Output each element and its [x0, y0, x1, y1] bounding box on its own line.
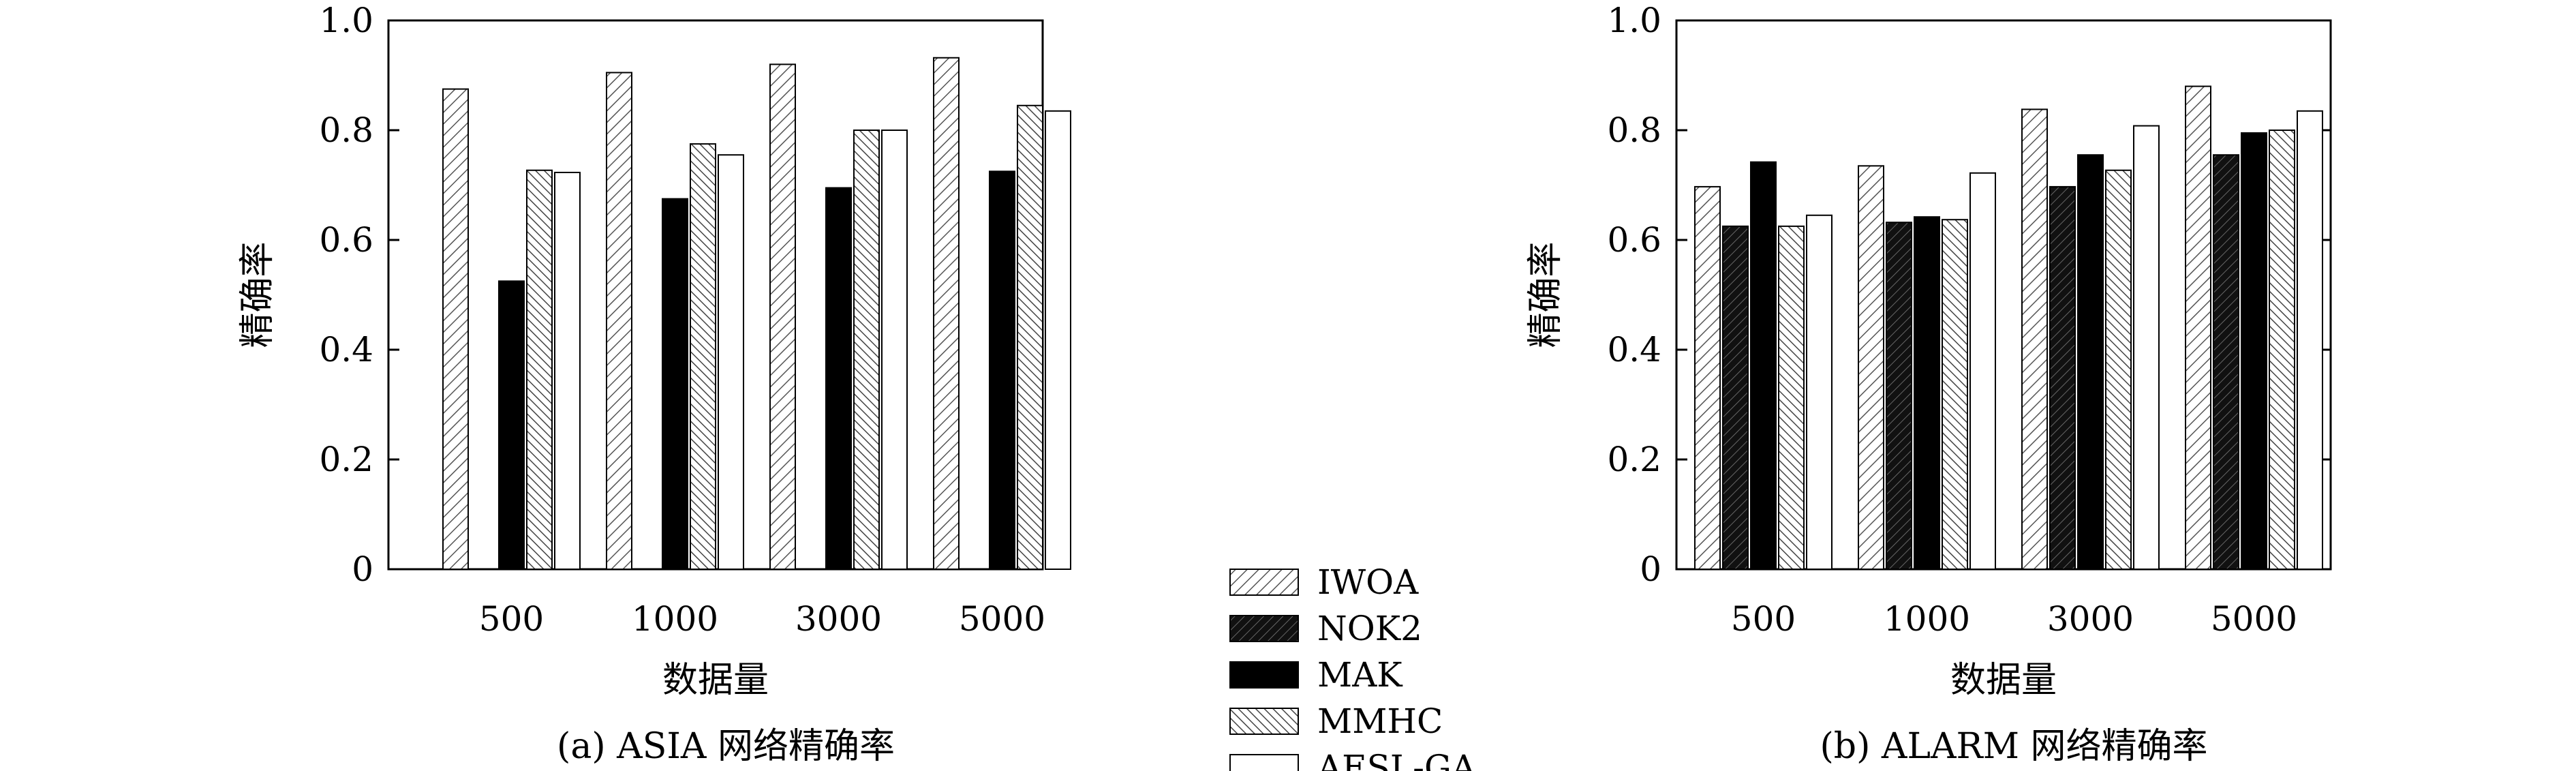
bar-iwoa-500 — [442, 88, 469, 570]
legend-label-nok2: NOK2 — [1317, 609, 1422, 648]
x-tick-label: 3000 — [2047, 599, 2134, 639]
bar-aesl-ga-500 — [554, 171, 581, 571]
bar-iwoa-500 — [1694, 185, 1721, 571]
bar-nok2-5000 — [2213, 154, 2239, 571]
y-axis-label: 精确率 — [237, 241, 278, 348]
x-axis-label: 数据量 — [1950, 660, 2057, 701]
bar-aesl-ga-3000 — [2133, 125, 2160, 570]
bar-mak-1000 — [1914, 216, 1940, 570]
x-tick-label: 3000 — [795, 599, 882, 639]
bar-mmhc-5000 — [2269, 130, 2295, 570]
bar-aesl-ga-3000 — [881, 130, 908, 570]
x-tick-label: 5000 — [2211, 599, 2297, 639]
bar-iwoa-3000 — [769, 63, 796, 570]
chart-asia-panel: 0 0.2 0.4 0.6 0.8 1.0 500 1000 3000 5000 数据量 精确率 (a)… — [237, 1, 1071, 767]
legend-swatch-mmhc — [1229, 708, 1299, 735]
bar-mak-3000 — [825, 187, 852, 570]
y-tick-label: 0.2 — [1607, 440, 1661, 479]
bar-mak-1000 — [662, 198, 688, 570]
bar-aesl-ga-1000 — [1969, 172, 1996, 571]
bar-aesl-ga-1000 — [718, 154, 744, 571]
bar-mmhc-500 — [526, 169, 553, 570]
legend-swatch-aesl-ga — [1229, 754, 1299, 771]
bar-mak-3000 — [2077, 154, 2104, 571]
bar-iwoa-5000 — [933, 57, 960, 571]
bar-mak-5000 — [2241, 132, 2267, 570]
y-tick-label: 0.2 — [319, 440, 373, 479]
bar-iwoa-1000 — [606, 72, 632, 571]
bar-iwoa-3000 — [2021, 108, 2048, 571]
bar-nok2-500 — [1722, 225, 1749, 570]
x-tick-label: 500 — [479, 599, 544, 639]
bar-mmhc-5000 — [1017, 104, 1043, 570]
y-tick-label: 1.0 — [319, 1, 373, 40]
bar-iwoa-5000 — [2185, 85, 2211, 571]
x-axis-label: 数据量 — [662, 660, 769, 701]
bar-mmhc-1000 — [690, 143, 716, 570]
bar-mmhc-500 — [1778, 225, 1805, 570]
bar-iwoa-1000 — [1858, 165, 1884, 570]
bar-nok2-1000 — [1886, 222, 1912, 570]
bar-mmhc-3000 — [2105, 169, 2132, 570]
x-tick-label: 1000 — [1884, 599, 1970, 639]
plot-frame — [1675, 19, 2332, 571]
legend-label-mak: MAK — [1317, 655, 1403, 695]
y-tick-label: 0.6 — [1607, 220, 1661, 260]
x-tick-label: 5000 — [959, 599, 1045, 639]
legend-label-iwoa: IWOA — [1317, 562, 1419, 602]
legend: IWOA NOK2 MAK MMHC AESL-GA — [1229, 562, 1477, 771]
y-tick-label: 0.4 — [319, 330, 373, 369]
chart-alarm-panel: 0 0.2 0.4 0.6 0.8 1.0 500 1000 3000 5000 数据量 精确率 (b)… — [1525, 1, 2332, 767]
y-tick-label: 0.8 — [1607, 110, 1661, 150]
legend-label-mmhc: MMHC — [1317, 701, 1443, 741]
legend-label-aesl-ga: AESL-GA — [1317, 748, 1477, 771]
bar-mak-500 — [498, 280, 525, 570]
y-tick-label: 0.4 — [1607, 330, 1661, 369]
y-tick-label: 0.8 — [319, 110, 373, 150]
bar-mak-5000 — [989, 170, 1015, 570]
chart-caption: (b) ALARM 网络精确率 — [1820, 726, 2208, 767]
y-tick-label: 0 — [1640, 549, 1661, 589]
chart-caption: (a) ASIA 网络精确率 — [557, 726, 895, 767]
bar-mmhc-3000 — [853, 130, 880, 570]
legend-swatch-nok2 — [1229, 615, 1299, 642]
bar-mmhc-1000 — [1942, 219, 1968, 570]
legend-swatch-iwoa — [1229, 569, 1299, 596]
x-tick-label: 500 — [1731, 599, 1796, 639]
y-tick-label: 1.0 — [1607, 1, 1661, 40]
bar-aesl-ga-5000 — [1045, 110, 1071, 570]
bar-nok2-3000 — [2049, 185, 2076, 571]
y-tick-label: 0 — [352, 549, 373, 589]
y-tick-label: 0.6 — [319, 220, 373, 260]
legend-swatch-mak — [1229, 661, 1299, 689]
bar-aesl-ga-5000 — [2297, 110, 2323, 570]
bar-mak-500 — [1750, 161, 1777, 570]
y-axis-label: 精确率 — [1525, 241, 1566, 348]
x-tick-label: 1000 — [632, 599, 718, 639]
bar-aesl-ga-500 — [1806, 214, 1833, 570]
